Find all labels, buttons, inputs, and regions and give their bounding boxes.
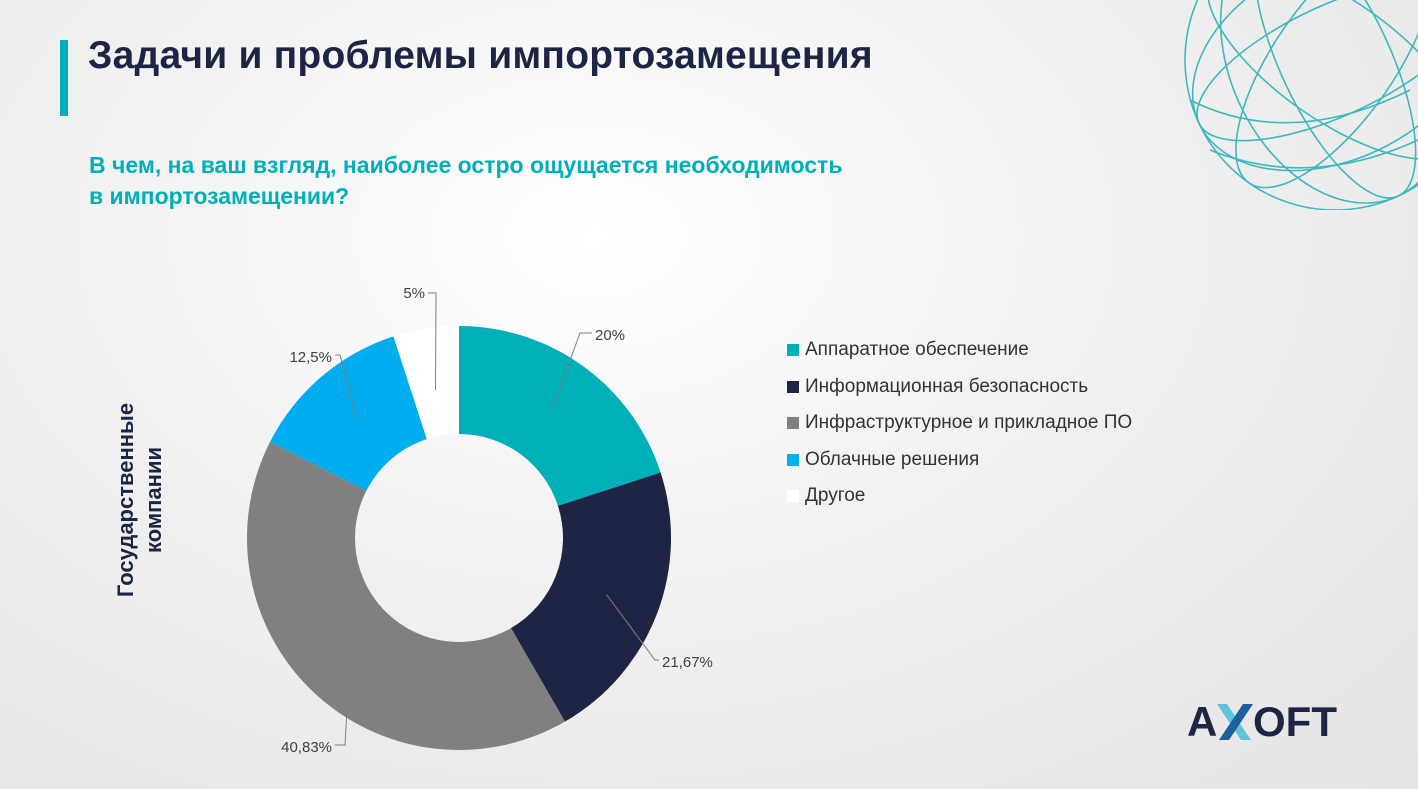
legend-label-cloud: Облачные решения — [805, 448, 980, 470]
leader-line-hardware — [551, 332, 592, 411]
chart-legend: Аппаратное обеспечение Информационная без… — [787, 332, 1132, 515]
legend-item-other: Другое — [787, 478, 1132, 515]
svg-text:A: A — [1187, 698, 1217, 742]
survey-question-line-2: в импортозамещении? — [89, 183, 350, 209]
survey-question-line-1: В чем, на ваш взгляд, наиболее остро ощу… — [89, 152, 843, 178]
data-label-cloud: 12,5% — [289, 349, 332, 366]
leader-line-other — [428, 292, 437, 390]
legend-item-cloud: Облачные решения — [787, 442, 1132, 479]
leader-line-cloud — [335, 354, 357, 418]
legend-swatch-hardware — [787, 344, 799, 357]
title-accent-bar — [60, 40, 68, 116]
logo-x-mark — [1217, 704, 1253, 740]
data-label-other: 5% — [403, 285, 425, 302]
survey-question: В чем, на ваш взгляд, наиболее остро ощу… — [89, 150, 989, 212]
data-label-infosec: 21,67% — [662, 654, 713, 671]
legend-label-infra-software: Инфраструктурное и прикладное ПО — [805, 412, 1133, 434]
legend-swatch-cloud — [787, 453, 799, 466]
data-label-hardware: 20% — [595, 327, 625, 344]
axoft-logo: A OFT — [1187, 698, 1337, 742]
leader-line-infra-software — [335, 652, 351, 746]
legend-item-infra-software: Инфраструктурное и прикладное ПО — [787, 405, 1132, 442]
legend-swatch-infra-software — [787, 417, 799, 430]
slice-other — [393, 326, 459, 440]
legend-swatch-infosec — [787, 380, 799, 393]
legend-swatch-other — [787, 490, 799, 503]
slice-infra-software — [247, 441, 565, 750]
slice-hardware — [459, 326, 661, 506]
legend-label-other: Другое — [805, 485, 866, 507]
leader-line-infosec — [606, 594, 659, 661]
legend-item-hardware: Аппаратное обеспечение — [787, 332, 1132, 369]
legend-item-infosec: Информационная безопасность — [787, 369, 1132, 406]
svg-text:OFT: OFT — [1253, 698, 1337, 742]
data-label-infra-software: 40,83% — [281, 739, 332, 756]
legend-label-infosec: Информационная безопасность — [805, 375, 1089, 397]
legend-label-hardware: Аппаратное обеспечение — [805, 339, 1029, 361]
page-title: Задачи и проблемы импортозамещения — [88, 34, 873, 77]
slice-cloud — [270, 336, 427, 491]
slice-infosec — [510, 472, 671, 722]
globe-wireframe-decoration — [1184, 0, 1418, 210]
